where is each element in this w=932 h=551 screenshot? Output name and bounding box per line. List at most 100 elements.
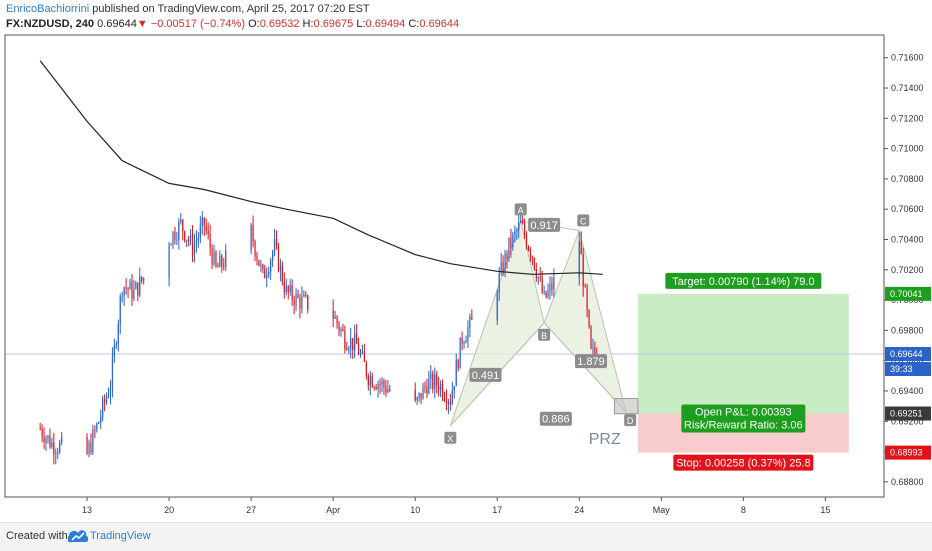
candle-body — [217, 266, 219, 268]
candle-body — [223, 265, 225, 268]
candle-body — [527, 246, 530, 251]
price-chart[interactable]: X A B C D 0.917 0.491 0.886 1.879 PRZ Target: 0.00… — [0, 0, 932, 522]
candle-body — [203, 217, 205, 226]
rr-label: Risk/Reward Ratio: 3.06 — [684, 420, 803, 432]
point-d-label: D — [627, 416, 634, 426]
candle-body — [471, 316, 473, 320]
candle-body — [342, 328, 344, 331]
close-value: 0.69644 — [419, 18, 460, 30]
y-tick-label: 0.69400 — [891, 386, 924, 396]
candle-body — [389, 389, 391, 391]
candle-body — [59, 442, 61, 453]
candle-body — [180, 219, 182, 222]
y-tick-label: 0.69800 — [891, 325, 924, 335]
candle-body — [125, 287, 127, 289]
ohlc-legend: FX:NZDUSD, 240 0.69644▼ −0.00517 (−0.74%… — [6, 18, 459, 30]
point-x-badge — [444, 431, 457, 444]
point-a-label: A — [518, 205, 524, 215]
x-tick-label: 15 — [820, 505, 830, 515]
candle-body — [121, 295, 123, 297]
author-link[interactable]: EnricoBachiorrini — [6, 3, 90, 15]
pnl-label-bg — [681, 404, 806, 433]
candle-body — [547, 290, 549, 298]
candle-body — [168, 245, 170, 279]
candle-body — [553, 277, 555, 290]
candle-body — [100, 416, 102, 423]
candle-body — [432, 373, 434, 390]
candle-body — [193, 243, 196, 256]
candle-body — [344, 330, 346, 349]
candle-body — [49, 435, 51, 448]
candle-body — [500, 262, 502, 274]
candle-body — [186, 239, 188, 241]
candle-body — [346, 348, 348, 350]
candle-body — [115, 344, 117, 346]
candle-body — [109, 388, 112, 396]
candle-body — [520, 220, 522, 223]
candle-body — [195, 240, 198, 244]
prz-label: PRZ — [589, 431, 621, 448]
footer-bar: Created with TradingView — [0, 522, 932, 551]
candle-body — [525, 235, 528, 247]
candle-body — [266, 275, 268, 279]
close-label: C: — [408, 18, 420, 30]
candle-body — [57, 452, 59, 454]
last-price-tag-bg — [885, 347, 931, 362]
candle-body — [53, 442, 55, 455]
candle-body — [580, 241, 582, 255]
x-tick-label: 10 — [410, 505, 420, 515]
pattern-bcd — [543, 228, 627, 413]
candle-body — [215, 251, 217, 267]
candle-body — [264, 268, 266, 279]
change-value: −0.00517 (−0.74%) — [150, 18, 245, 30]
candle-body — [332, 309, 334, 319]
candle-body — [465, 340, 467, 344]
candle-body — [39, 428, 41, 430]
stop-price-tag-bg — [885, 445, 931, 460]
chart-frame — [4, 34, 885, 498]
x-tick-label: Apr — [326, 505, 340, 515]
candle-body — [381, 381, 383, 385]
candle-body — [436, 374, 438, 386]
point-b-label: B — [541, 331, 547, 341]
candle-body — [305, 294, 307, 296]
last-price: 0.69644 — [97, 18, 137, 30]
moving-average-line — [39, 60, 603, 275]
candle-body — [357, 344, 360, 355]
candle-body — [348, 349, 350, 351]
candle-body — [434, 374, 436, 390]
candle-body — [441, 384, 444, 398]
moving-average — [39, 60, 603, 275]
candle-body — [295, 293, 297, 306]
candle-body — [510, 237, 512, 248]
candle-body — [273, 238, 276, 253]
candle-body — [447, 401, 450, 405]
candle-body — [256, 255, 258, 260]
y-tick-label: 0.70200 — [891, 265, 924, 275]
tradingview-brand-link[interactable]: TradingView — [90, 530, 151, 542]
candle-body — [197, 237, 199, 241]
x-tick-label: 13 — [82, 505, 92, 515]
candle-body — [457, 360, 459, 369]
point-d-badge — [624, 414, 637, 427]
candle-body — [143, 278, 145, 281]
candle-body — [385, 386, 387, 393]
candle-body — [199, 225, 201, 238]
candle-body — [512, 233, 514, 248]
candle-body — [336, 316, 338, 324]
target-price-tag-bg — [885, 286, 931, 301]
candle-body — [279, 265, 282, 271]
x-tick-label: 17 — [492, 505, 502, 515]
candle-body — [508, 237, 510, 259]
candle-body — [377, 383, 379, 390]
candle-body — [365, 361, 367, 377]
x-tick-label: 20 — [164, 505, 174, 515]
candle-body — [170, 244, 172, 246]
candle-body — [172, 231, 174, 245]
candle-body — [443, 397, 446, 400]
candle-body — [361, 351, 364, 353]
candle-body — [455, 360, 457, 387]
low-value: 0.69494 — [365, 18, 406, 30]
time-axis: 13 20 27 Apr 10 17 24 May 8 15 — [82, 497, 830, 515]
candle-body — [467, 327, 469, 341]
